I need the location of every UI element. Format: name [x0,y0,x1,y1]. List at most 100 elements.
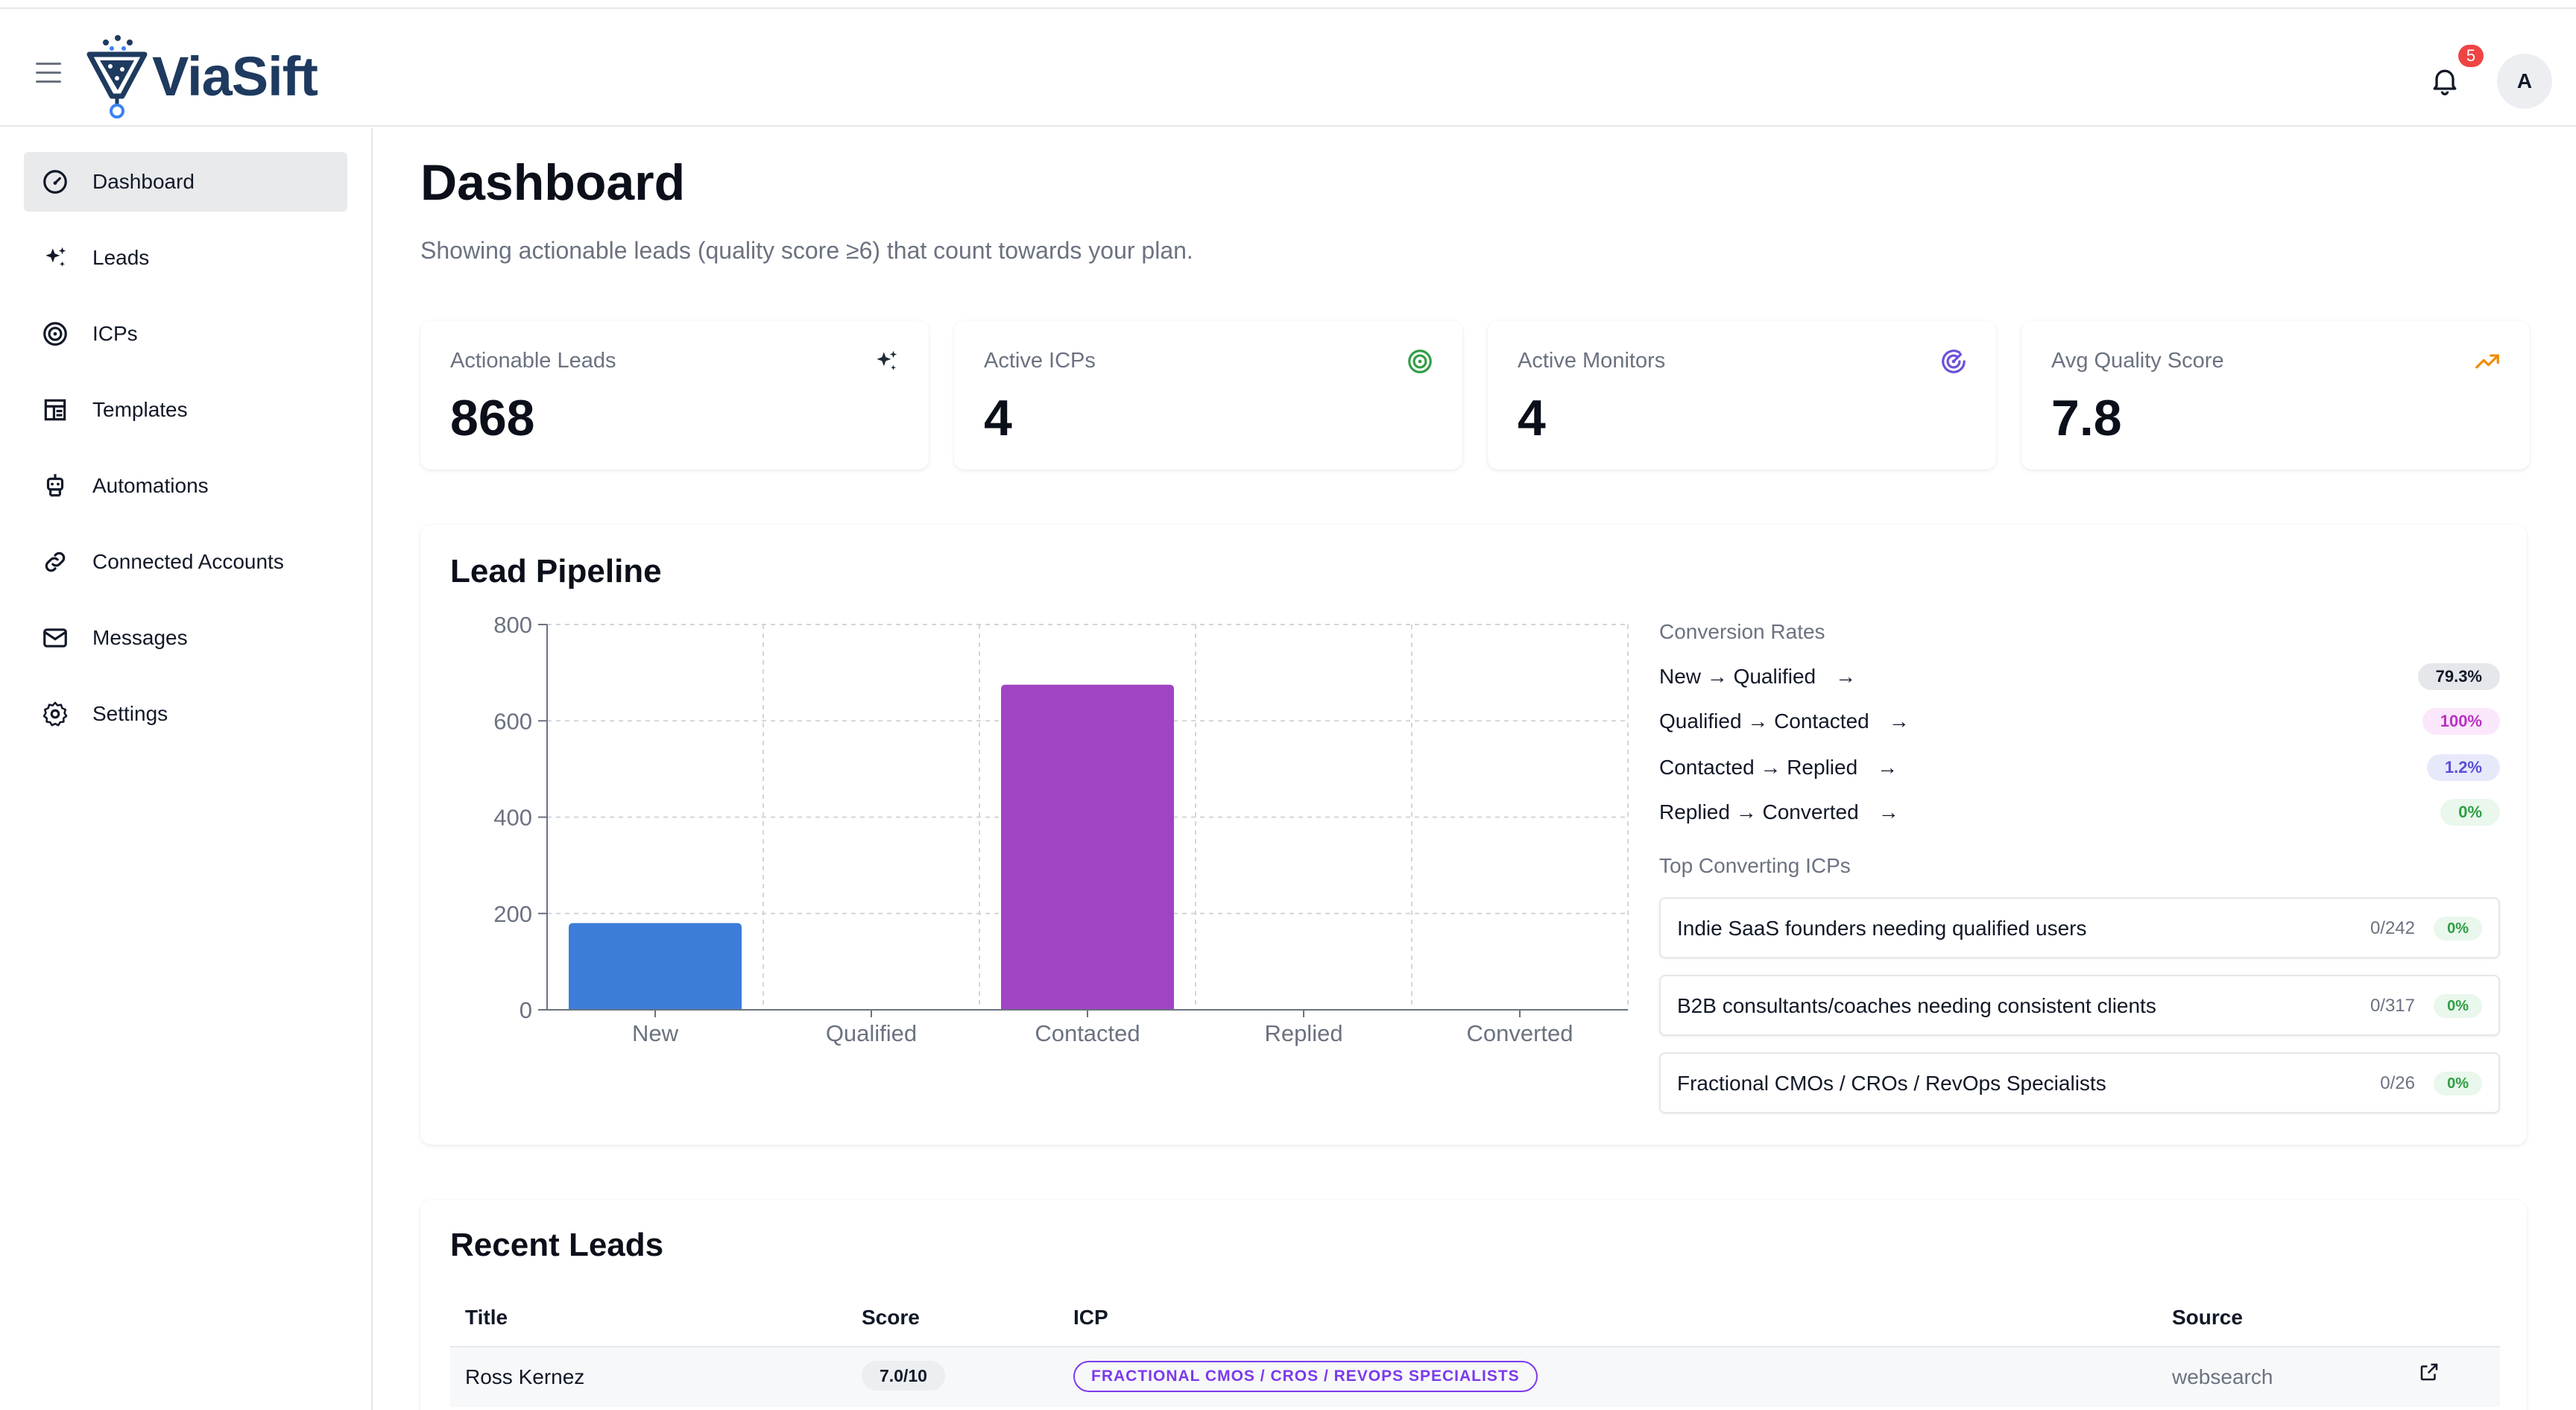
sidebar-item-leads[interactable]: Leads [24,228,347,288]
stat-value: 4 [984,390,1012,446]
sidebar-item-messages[interactable]: Messages [24,608,347,668]
lead-pipeline-title: Lead Pipeline [450,553,662,589]
sidebar: Dashboard Leads ICPs Templates Automatio… [0,128,373,1410]
recent-leads-title: Recent Leads [450,1227,664,1263]
rate-value: 0% [2440,799,2500,826]
sidebar-item-label: Automations [92,474,209,497]
y-tick-label: 600 [493,708,532,734]
sidebar-item-dashboard[interactable]: Dashboard [24,152,347,212]
stat-value: 868 [450,390,535,446]
lead-score: 7.0/10 [862,1361,945,1391]
app-name: ViaSift [152,45,318,107]
conversion-rate-row: New → Qualified → 79.3% [1659,662,2500,692]
stat-card-active-icps: Active ICPs 4 [954,320,1462,470]
rate-label: Replied → Converted [1659,800,1859,823]
top-icp-item[interactable]: Indie SaaS founders needing qualified us… [1659,897,2500,958]
sidebar-item-templates[interactable]: Templates [24,380,347,440]
sparkles-icon [877,350,897,370]
radar-icon [1942,350,1966,373]
lead-title: Ross Kernez [465,1365,585,1388]
target-icon [40,319,70,349]
bell-icon[interactable] [2428,64,2461,97]
robot-icon [40,471,70,501]
mail-icon [40,623,70,653]
stat-label: Actionable Leads [450,349,616,373]
column-header-score[interactable]: Score [862,1306,920,1329]
sidebar-item-label: Dashboard [92,170,195,193]
stat-card-actionable-leads: Actionable Leads 868 [420,320,929,470]
chart-y-ticks: 0 200 400 600 800 [493,612,548,1023]
top-icp-item[interactable]: B2B consultants/coaches needing consiste… [1659,975,2500,1036]
bar-contacted[interactable] [1001,684,1174,1010]
stat-label: Active Monitors [1518,349,1666,373]
table-divider [450,1346,2500,1347]
rate-label: Contacted → Replied [1659,756,1858,779]
y-tick-label: 400 [493,805,532,831]
page-title: Dashboard [420,154,686,211]
stat-value: 7.8 [2051,390,2122,446]
external-link-icon[interactable] [2418,1361,2440,1383]
conversion-rate-row: Qualified → Contacted → 100% [1659,706,2500,736]
icp-name: B2B consultants/coaches needing consiste… [1677,994,2156,1017]
gauge-icon [40,167,70,197]
icp-rate: 0% [2434,994,2482,1018]
column-header-icp[interactable]: ICP [1073,1306,1108,1329]
page-subtitle: Showing actionable leads (quality score … [420,237,1193,264]
table-row-bg [450,1347,2500,1407]
x-tick-label: Replied [1264,1020,1342,1046]
sidebar-item-label: Messages [92,626,188,649]
target-icon [1408,350,1432,373]
link-icon [40,547,70,577]
y-tick-label: 200 [493,901,532,927]
top-icp-item[interactable]: Fractional CMOs / CROs / RevOps Speciali… [1659,1052,2500,1113]
lead-pipeline-panel: Lead Pipeline [420,525,2527,1145]
stat-value: 4 [1518,390,1546,446]
rate-label: New → Qualified [1659,665,1816,688]
column-header-source[interactable]: Source [2172,1306,2243,1329]
sidebar-item-connected-accounts[interactable]: Connected Accounts [24,532,347,592]
funnel-logo-icon [86,35,148,118]
logo[interactable]: ViaSift [83,31,318,121]
rate-value: 1.2% [2426,754,2500,781]
rate-value: 79.3% [2417,663,2500,690]
chart-bars [569,684,1174,1010]
top-border [0,0,2576,9]
arrow-right-icon: → [1877,756,1898,779]
sidebar-item-automations[interactable]: Automations [24,456,347,516]
rate-value: 100% [2422,708,2500,735]
sidebar-item-label: Connected Accounts [92,550,284,573]
sidebar-item-icps[interactable]: ICPs [24,304,347,364]
app-header: ViaSift 5 A [0,9,2576,127]
icp-rate: 0% [2434,1072,2482,1096]
chart-x-ticks: New Qualified Contacted Replied Converted [547,1009,1628,1046]
conversion-rate-row: Replied → Converted → 0% [1659,797,2500,827]
icp-name: Indie SaaS founders needing qualified us… [1677,917,2087,940]
arrow-right-icon: → [1878,800,1899,823]
sidebar-item-label: ICPs [92,322,138,345]
lead-source: websearch [2172,1365,2273,1388]
stat-label: Active ICPs [984,349,1096,373]
x-tick-label: New [632,1020,679,1046]
x-tick-label: Contacted [1035,1020,1140,1046]
x-tick-label: Converted [1466,1020,1573,1046]
y-tick-label: 0 [520,997,532,1023]
stat-card-avg-quality-score: Avg Quality Score 7.8 [2021,320,2530,470]
stat-card-active-monitors: Active Monitors 4 [1488,320,1996,470]
column-header-title[interactable]: Title [465,1306,508,1329]
y-tick-label: 800 [493,612,532,638]
bar-new[interactable] [569,923,742,1010]
icp-name: Fractional CMOs / CROs / RevOps Speciali… [1677,1072,2106,1095]
x-tick-label: Qualified [826,1020,917,1046]
avatar[interactable]: A [2497,54,2552,109]
conversion-rates-title: Conversion Rates [1659,620,1825,643]
pipeline-bar-chart: 0 200 400 600 800 New Qualified Contacted Repli… [493,612,1629,1046]
notification-badge: 5 [2458,45,2484,67]
trending-up-icon [2475,354,2499,369]
sparkles-icon [40,243,70,273]
arrow-right-icon: → [1835,665,1857,688]
template-icon [40,395,70,425]
sidebar-item-settings[interactable]: Settings [24,684,347,744]
top-converting-icps-title: Top Converting ICPs [1659,854,1851,877]
menu-icon[interactable] [36,63,61,83]
icp-count: 0/242 [2370,918,2415,938]
